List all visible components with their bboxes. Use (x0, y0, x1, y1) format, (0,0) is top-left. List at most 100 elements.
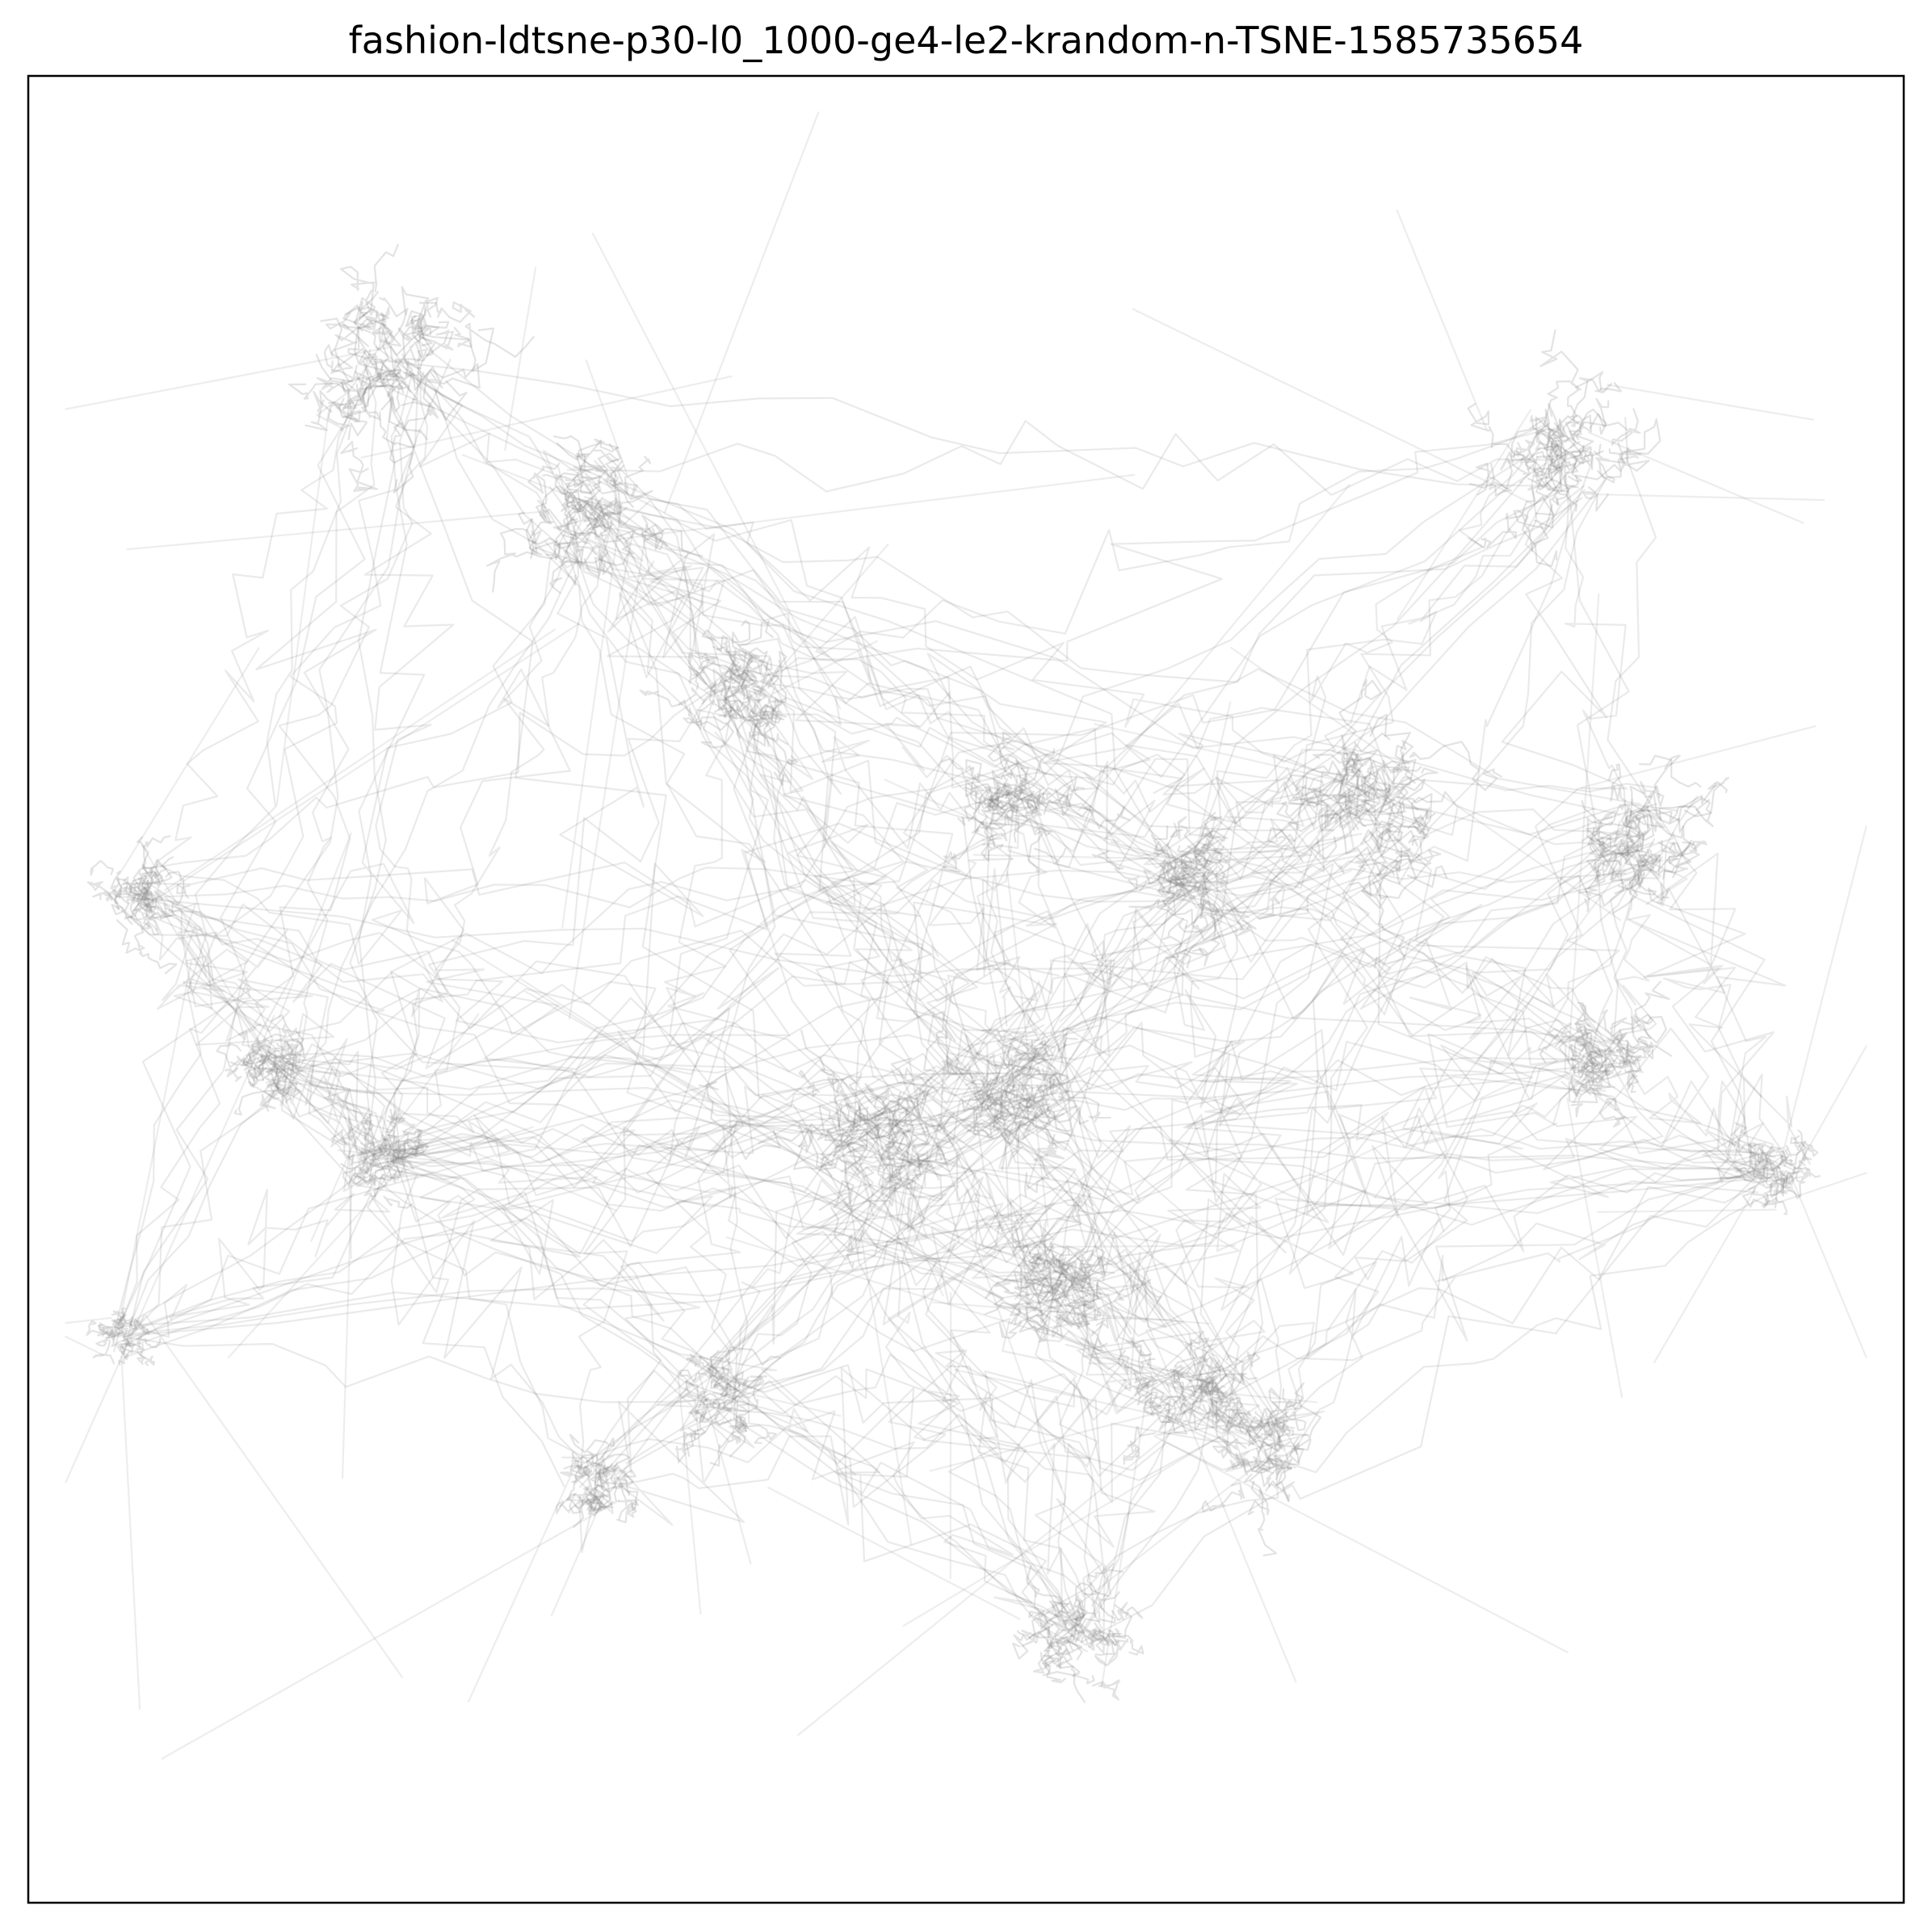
trajectory-line-1063 (1200, 1390, 1318, 1404)
trajectory-line-202 (616, 1501, 639, 1524)
trajectory-line-191 (136, 1335, 162, 1349)
trajectory-line-174 (118, 1353, 128, 1366)
trajectory-line-262 (736, 718, 769, 739)
trajectory-line-139 (266, 1058, 291, 1077)
trajectory-line-190 (114, 1325, 124, 1330)
trajectory-line-933 (1010, 809, 1782, 1169)
trajectory-line-1088 (1779, 825, 1867, 1166)
trajectory-line-986 (859, 886, 1195, 1140)
trajectory-line-948 (375, 346, 1212, 883)
trajectory-line-892 (709, 489, 1586, 1368)
trajectory-line-477 (1513, 450, 1567, 486)
trajectory-line-603 (1794, 1139, 1819, 1157)
trajectory-line-2 (371, 314, 401, 351)
trajectory-line-480 (1475, 451, 1514, 496)
trajectory-line-30 (340, 440, 379, 493)
trajectory-line-835 (1027, 1172, 1758, 1290)
trajectory-line-771 (763, 665, 1085, 1634)
trajectory-line-824 (548, 485, 1087, 1307)
trajectory-line-725 (882, 1101, 909, 1138)
trajectory-line-872 (625, 827, 1623, 1464)
trajectory-line-712 (1363, 829, 1388, 864)
trajectory-line-419 (1123, 1425, 1157, 1465)
trajectory-line-633 (1048, 1603, 1086, 1631)
trajectory-line-819 (1281, 856, 1663, 1467)
trajectory-line-811 (394, 361, 1549, 487)
trajectory-line-963 (1543, 1027, 1764, 1170)
trajectory-line-503 (1589, 408, 1641, 446)
trajectory-line-861 (724, 704, 996, 1123)
trajectory-line-717 (1369, 713, 1416, 784)
trajectory-line-513 (1648, 849, 1661, 871)
trajectory-line-302 (987, 787, 1001, 809)
trajectory-line-573 (1571, 1040, 1606, 1072)
trajectory-line-117 (242, 1058, 278, 1080)
trajectory-line-697 (1310, 836, 1338, 862)
trajectory-line-574 (1627, 1037, 1673, 1057)
trajectory-line-470 (1524, 447, 1553, 473)
trajectory-line-383 (993, 1280, 1064, 1297)
trajectory-line-641 (1269, 1382, 1305, 1433)
trajectory-line-380 (985, 1267, 1023, 1309)
trajectory-line-229 (735, 1375, 765, 1419)
trajectory-line-247 (685, 1380, 716, 1401)
trajectory-line-429 (1143, 1399, 1162, 1416)
trajectory-line-281 (741, 713, 770, 748)
trajectory-line-252 (687, 653, 743, 691)
trajectory-line-1054 (1153, 1435, 1569, 1653)
trajectory-line-578 (1775, 1148, 1787, 1167)
trajectory-line-682 (1361, 880, 1406, 969)
trajectory-line-855 (251, 1051, 1229, 1443)
trajectory-line-1049 (1094, 723, 1388, 793)
trajectory-line-977 (699, 1368, 1261, 1484)
trajectory-line-42 (403, 303, 433, 377)
trajectory-line-636 (1057, 1648, 1086, 1703)
trajectory-line-958 (579, 481, 1523, 1488)
trajectory-line-364 (1079, 1256, 1117, 1325)
trajectory-line-910 (1354, 784, 1620, 1052)
trajectory-line-374 (1053, 1315, 1108, 1352)
trajectory-line-180 (111, 1314, 128, 1326)
trajectory-line-953 (407, 1144, 1104, 1610)
trajectory-line-519 (1559, 869, 1626, 907)
trajectory-line-629 (1066, 1616, 1086, 1642)
trajectory-line-263 (753, 659, 787, 712)
trajectory-line-1055 (65, 1316, 112, 1324)
trajectory-line-591 (1777, 1144, 1812, 1169)
trajectory-line-856 (1016, 754, 1407, 816)
trajectory-line-67 (539, 485, 602, 525)
trajectory-line-340 (963, 1053, 1001, 1098)
trajectory-line-662 (1267, 1440, 1296, 1459)
trajectory-line-1044 (1799, 1045, 1867, 1164)
trajectory-line-417 (1188, 1387, 1209, 1423)
trajectory-line-702 (1266, 827, 1304, 863)
trajectory-line-71 (559, 517, 599, 586)
trajectory-line-518 (1630, 795, 1653, 829)
trajectory-line-784 (862, 850, 1373, 1119)
trajectory-line-737 (821, 1112, 841, 1161)
trajectory-line-550 (1624, 1048, 1654, 1073)
trajectory-line-848 (1091, 479, 1606, 1607)
trajectory-line-651 (1246, 1425, 1275, 1443)
trajectory-line-59 (527, 463, 561, 523)
trajectory-line-971 (358, 355, 426, 1162)
trajectory-line-807 (248, 1016, 1585, 1090)
trajectory-line-693 (1334, 768, 1381, 818)
trajectory-line-622 (1033, 1610, 1054, 1635)
trajectory-line-858 (1040, 1098, 1776, 1158)
trajectory-line-336 (974, 1085, 1035, 1111)
trajectory-line-917 (1073, 1049, 1623, 1322)
trajectory-line-561 (1603, 1037, 1625, 1053)
trajectory-line-1090 (145, 1314, 404, 1678)
trajectory-line-589 (1783, 1160, 1806, 1182)
trajectory-line-868 (267, 1039, 382, 1157)
trajectory-line-315 (965, 780, 1004, 828)
trajectory-line-1010 (272, 1060, 739, 1417)
trajectory-line-768 (1045, 1050, 1604, 1303)
trajectory-line-297 (964, 770, 1002, 812)
trajectory-line-219 (559, 1469, 581, 1508)
trajectory-line-486 (1552, 422, 1572, 466)
trajectory-line-593 (1716, 1157, 1756, 1183)
trajectory-line-149 (397, 1141, 425, 1161)
trajectory-line-614 (1098, 1628, 1129, 1651)
